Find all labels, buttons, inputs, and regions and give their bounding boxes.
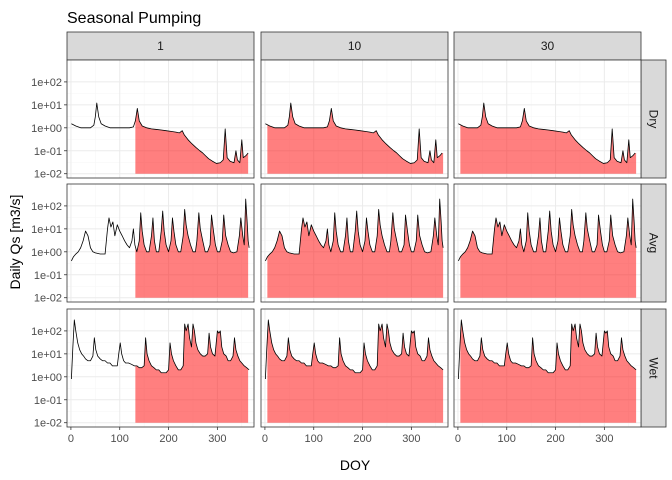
pumping-area [135,108,249,174]
y-tick-label: 1e+02 [31,77,62,89]
panel-border [66,308,255,428]
pumping-area [267,103,444,174]
y-tick-label: 1e+02 [31,201,62,213]
x-tick-label: 300 [402,433,420,445]
row-strip-label: Dry [647,110,661,129]
discharge-line [458,198,637,262]
panel-border [66,183,255,303]
x-tick-label: 0 [68,433,74,445]
facet-panels: 1 10 30 Dry Avg Wet 1e-02 1e-01 1e+00 1e+01 1e+02 1… [31,31,667,445]
discharge-line [70,319,250,380]
x-tick-label: 100 [498,433,516,445]
pumping-area [460,198,637,298]
row-strip-label: Wet [647,357,661,379]
chart-title: Seasonal Pumping [67,10,201,27]
panel-border [260,183,449,303]
y-tick-label: 1e+00 [31,247,62,259]
row-strip [640,59,667,179]
x-tick-label: 200 [159,433,177,445]
panel-border [453,308,642,428]
y-tick-label: 1e+01 [31,100,62,112]
y-tick-label: 1e-01 [34,395,62,407]
pumping-area [135,323,249,423]
discharge-line [71,198,250,262]
column-strip-label: 1 [157,39,164,53]
panel-border [453,183,642,303]
row-strip [640,308,667,428]
column-strip [260,31,449,61]
column-strip-label: 10 [348,39,362,53]
y-tick-label: 1e-02 [34,418,62,430]
panel-border [260,59,449,179]
x-tick-label: 300 [595,433,613,445]
row-strip-label: Avg [647,233,661,253]
x-tick-label: 200 [546,433,564,445]
y-axis-title: Daily Qs [m3/s] [7,195,23,290]
x-tick-label: 0 [455,433,461,445]
x-tick-label: 300 [208,433,226,445]
x-tick-label: 0 [262,433,268,445]
column-strip [66,31,255,61]
row-strip [640,183,667,303]
y-tick-label: 1e-02 [34,293,62,305]
discharge-line [457,319,637,380]
y-tick-label: 1e+02 [31,326,62,338]
y-tick-label: 1e-01 [34,270,62,282]
discharge-line [264,319,444,380]
pumping-area [267,319,444,423]
panel-border [453,59,642,179]
discharge-line [265,198,444,262]
pumping-area [460,103,637,174]
pumping-area [267,198,444,298]
x-tick-label: 200 [353,433,371,445]
y-tick-label: 1e+01 [31,349,62,361]
column-strip-label: 30 [541,39,555,53]
y-tick-label: 1e-02 [34,169,62,181]
y-tick-label: 1e-01 [34,146,62,158]
panel-border [66,59,255,179]
pumping-area [460,319,637,423]
x-tick-label: 100 [111,433,129,445]
y-tick-label: 1e+00 [31,372,62,384]
discharge-line [265,102,443,164]
x-axis-title: DOY [340,457,371,473]
y-tick-label: 1e+01 [31,224,62,236]
y-tick-label: 1e+00 [31,123,62,135]
discharge-line [458,102,636,164]
column-strip [453,31,642,61]
panel-border [260,308,449,428]
discharge-line [71,102,249,164]
x-tick-label: 100 [305,433,323,445]
